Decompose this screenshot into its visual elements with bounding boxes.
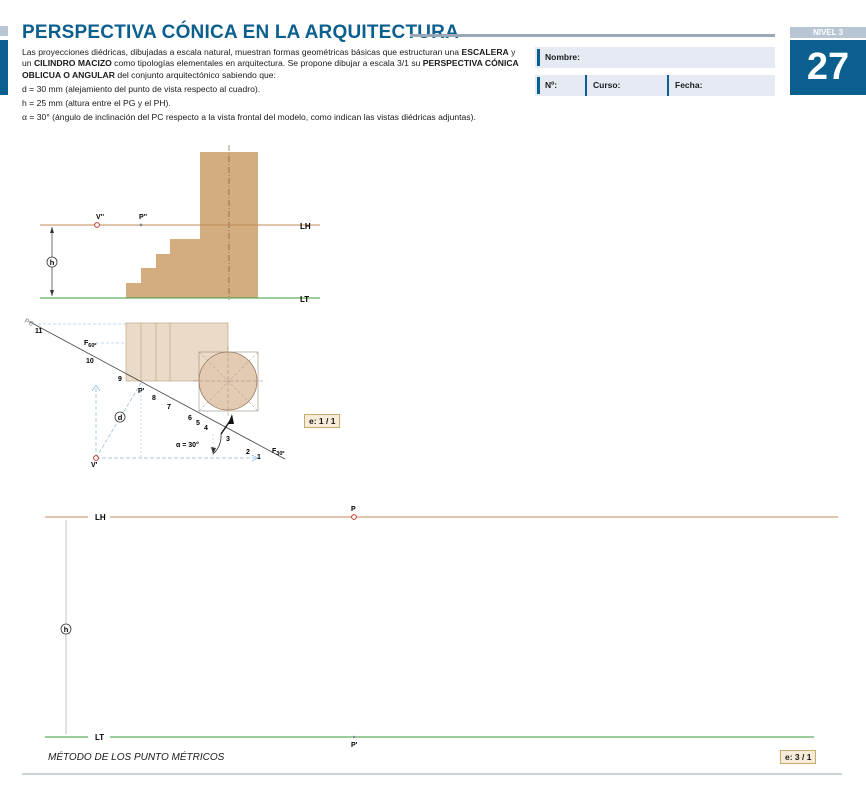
name-label: Nombre:: [545, 52, 580, 62]
tick-4: 4: [204, 425, 208, 432]
p1-label-top: P': [138, 388, 145, 395]
p-point-bottom: [351, 514, 357, 520]
svg-text:h: h: [64, 625, 69, 634]
tick-3: 3: [226, 436, 230, 443]
alpha-line: α = 30° (ángulo de inclinación del PC re…: [22, 112, 476, 123]
alpha-arc: [212, 433, 222, 455]
pc-line: [29, 321, 286, 460]
plan-view: PC d V' P' F60º F30º α = 30° 1 2 3 4 5 6…: [23, 318, 286, 469]
lh-label-bottom: LH: [95, 513, 106, 522]
v2-point: [94, 222, 100, 228]
lt-label-bottom: LT: [95, 733, 104, 742]
staircase-elevation: [126, 239, 200, 298]
h-marker-bottom: [60, 623, 72, 635]
intro-paragraph: Las proyecciones diédricas, dibujadas a …: [22, 47, 519, 80]
info-fields: Nº: Curso: Fecha:: [535, 75, 775, 96]
tick-9: 9: [118, 376, 122, 383]
scale-badge-bottom: e: 3 / 1: [780, 750, 817, 764]
lt-label-top: LT: [300, 295, 309, 304]
h-marker-top: [46, 256, 58, 268]
v1-point: [93, 455, 99, 461]
svg-text:d: d: [118, 413, 123, 422]
tick-11: 11: [35, 328, 43, 335]
left-accent: [0, 40, 8, 95]
tick-1: 1: [257, 454, 261, 461]
bottom-rule: [22, 773, 842, 775]
pc-label: PC: [23, 318, 35, 329]
p1-point-bottom: [352, 735, 356, 739]
tick-7: 7: [167, 404, 171, 411]
tick-6: 6: [188, 415, 192, 422]
level-badge: NIVEL 3: [790, 27, 866, 38]
p2-label: P'': [139, 214, 147, 221]
tick-10: 10: [86, 358, 94, 365]
p-label-bottom: P: [351, 506, 356, 513]
f30-label: F30º: [272, 448, 284, 457]
method-label: MÉTODO DE LOS PUNTO MÉTRICOS: [48, 752, 225, 763]
d-line: d = 30 mm (alejamiento del punto de vist…: [22, 83, 261, 94]
course-label[interactable]: Curso:: [593, 80, 621, 90]
v1-label: V': [91, 462, 98, 469]
p2-point: [139, 223, 143, 227]
v2-label: V'': [96, 214, 104, 221]
name-field[interactable]: Nombre:: [535, 47, 775, 68]
tick-8: 8: [152, 395, 156, 402]
title-rule: [410, 34, 775, 37]
top-accent: [0, 26, 8, 36]
elevation-view: LH LT h V'' P'': [40, 145, 320, 304]
intro-text: Las proyecciones diédricas, dibujadas a …: [22, 47, 522, 124]
p1-label-bottom: P': [351, 742, 358, 749]
tick-2: 2: [246, 449, 250, 456]
alpha-label: α = 30°: [176, 441, 199, 449]
date-label[interactable]: Fecha:: [675, 80, 703, 90]
f60-label: F60º: [84, 340, 96, 349]
sheet-number: 27: [790, 40, 866, 95]
tick-5: 5: [196, 420, 200, 427]
d-marker: [114, 411, 126, 423]
lh-label-top: LH: [300, 222, 311, 231]
svg-text:h: h: [50, 258, 55, 267]
scale-badge-top: e: 1 / 1: [304, 414, 341, 428]
page-title: PERSPECTIVA CÓNICA EN LA ARQUITECTURA: [22, 22, 460, 43]
perspective-area: LH LT h P P': [45, 506, 838, 749]
number-label[interactable]: Nº:: [545, 80, 558, 90]
h-line: h = 25 mm (altura entre el PG y el PH).: [22, 98, 171, 109]
